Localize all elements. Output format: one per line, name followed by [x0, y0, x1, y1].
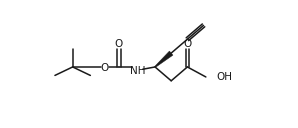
- Text: OH: OH: [217, 72, 233, 82]
- Text: NH: NH: [130, 66, 146, 76]
- Text: O: O: [101, 63, 109, 73]
- Text: O: O: [183, 39, 192, 49]
- Polygon shape: [155, 51, 173, 67]
- Text: O: O: [115, 39, 123, 49]
